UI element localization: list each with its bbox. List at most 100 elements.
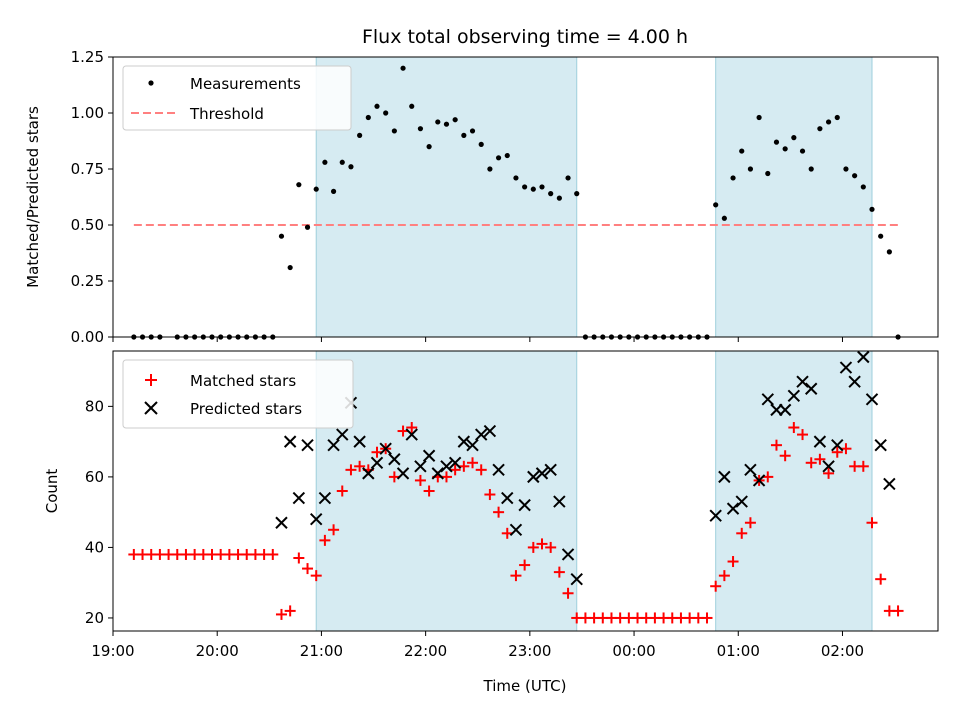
- x-tick-label: 23:00: [508, 642, 551, 660]
- plot-frame-top: [112, 56, 939, 338]
- matched-star-point: [302, 563, 314, 575]
- x-tick-label: 20:00: [196, 642, 239, 660]
- matched-star-point: [267, 548, 279, 560]
- measurement-point: [443, 121, 450, 127]
- predicted-star-point: [831, 438, 844, 452]
- matched-star-point: [770, 439, 782, 451]
- measurement-point: [504, 152, 510, 159]
- y-tick-label: 60: [85, 468, 104, 486]
- legend-marker-measurements: [148, 80, 154, 86]
- measurement-point: [322, 159, 328, 165]
- measurement-point: [409, 103, 415, 109]
- y-axis-label-bottom: Count: [43, 469, 61, 514]
- legend-frame-top: [122, 65, 352, 131]
- matched-star-point: [718, 570, 730, 582]
- x-axis-ticks-bottom: 19:00 20:00 21:00 22:00 23:00 00:00 01:00 02:00: [91, 631, 864, 660]
- y-tick-label: 0.25: [71, 272, 104, 290]
- matched-star-point: [762, 471, 774, 483]
- predicted-star-point: [752, 474, 766, 487]
- measurement-point: [339, 159, 345, 165]
- predicted-star-point: [301, 438, 314, 452]
- observing-window-band: [715, 350, 873, 632]
- predicted-star-point: [718, 470, 731, 484]
- measurement-point: [383, 110, 389, 116]
- measurement-point: [565, 175, 571, 181]
- matched-star-point: [414, 474, 426, 486]
- legend-label-measurements: Measurements: [190, 75, 301, 93]
- y-tick-label: 1.00: [71, 104, 104, 122]
- matched-star-point: [423, 485, 435, 497]
- x-tick-label: 02:00: [821, 642, 864, 660]
- predicted-star-point: [466, 438, 479, 452]
- legend-top: Measurements Threshold: [122, 65, 352, 131]
- chart-title: Flux total observing time = 4.00 h: [362, 26, 688, 48]
- matched-star-point: [823, 467, 835, 479]
- measurement-point: [495, 155, 502, 161]
- measurement-point: [756, 114, 762, 121]
- predicted-star-point: [440, 460, 453, 473]
- x-tick-label: 00:00: [612, 642, 655, 660]
- predicted-star-point: [874, 438, 887, 452]
- measurement-point: [304, 224, 311, 230]
- matched-star-point: [727, 556, 739, 568]
- legend-label-predicted: Predicted stars: [190, 400, 302, 418]
- matched-star-point: [406, 422, 418, 434]
- matched-star-point: [467, 457, 479, 469]
- measurement-point: [348, 164, 354, 170]
- predicted-star-point: [570, 572, 583, 586]
- measurement-point: [487, 166, 493, 172]
- measurement-point: [860, 184, 866, 190]
- legend-marker-predicted: [144, 401, 158, 415]
- matched-star-point: [284, 605, 296, 617]
- matched-star-point: [744, 517, 756, 529]
- measurement-point: [574, 191, 580, 197]
- measurement-point: [808, 166, 814, 172]
- matched-star-point: [345, 464, 357, 476]
- matched-star-point: [371, 446, 383, 458]
- matched-star-point: [397, 425, 409, 437]
- predicted-star-point: [822, 460, 835, 473]
- measurement-point: [530, 186, 536, 192]
- measurement-point: [296, 182, 302, 188]
- measurement-point: [747, 166, 754, 172]
- predicted-star-point: [370, 456, 384, 469]
- measurement-point: [461, 132, 467, 138]
- matched-star-point: [875, 573, 887, 585]
- matched-star-point: [805, 457, 817, 469]
- predicted-star-point: [327, 438, 340, 452]
- matched-star-point: [527, 541, 539, 553]
- measurement-point: [721, 215, 727, 221]
- matched-star-point: [831, 446, 843, 458]
- predicted-star-point: [883, 477, 896, 491]
- predicted-star-point: [310, 513, 323, 526]
- matched-star-point: [779, 450, 791, 462]
- predicted-star-point: [544, 463, 557, 477]
- predicted-star-point: [396, 467, 410, 480]
- measurement-point: [374, 103, 380, 109]
- predicted-star-point: [414, 460, 427, 473]
- matched-star-point: [857, 460, 869, 472]
- predicted-star-point: [422, 449, 436, 462]
- matched-star-point: [293, 552, 305, 564]
- matched-star-point: [336, 485, 348, 497]
- y-tick-label: 40: [85, 538, 104, 556]
- predicted-star-point: [561, 548, 575, 561]
- predicted-star-point: [475, 428, 488, 441]
- observing-windows-top: [315, 56, 873, 338]
- observing-window-band: [715, 56, 873, 338]
- measurement-point: [478, 141, 484, 147]
- matched-star-point: [814, 453, 826, 465]
- x-tick-label: 19:00: [91, 642, 134, 660]
- legend-label-threshold: Threshold: [189, 105, 264, 123]
- predicted-star-point: [483, 424, 497, 438]
- x-axis-ticks-top: [112, 337, 843, 342]
- measurement-point: [869, 206, 875, 212]
- count-panel: 20 40 60 80 19:00 20:00 21:00 22:00 23:00 00:00 0…: [43, 350, 939, 695]
- measurement-point: [365, 114, 371, 121]
- legend-bottom: Matched stars Predicted stars: [122, 359, 354, 429]
- observing-window-band: [315, 350, 578, 632]
- legend-frame-bottom: [122, 359, 354, 429]
- x-tick-label: 21:00: [300, 642, 343, 660]
- plot-frame-bottom: [112, 350, 939, 632]
